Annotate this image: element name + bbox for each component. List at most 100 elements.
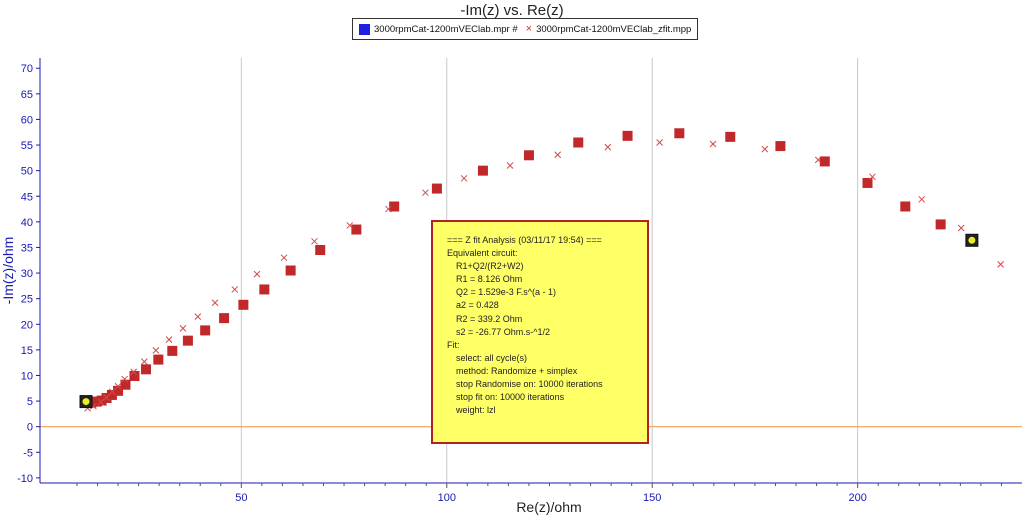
measured-point <box>153 354 164 365</box>
fit-point-stroke <box>869 173 876 181</box>
fit-point-stroke <box>97 398 105 406</box>
measured-point <box>389 201 400 212</box>
fit-point-stroke <box>385 205 392 213</box>
fit-point <box>280 254 288 262</box>
highlight-point-dot <box>82 398 90 406</box>
measured-point <box>285 265 296 276</box>
fit-point <box>130 368 138 376</box>
highlight-point <box>79 395 93 409</box>
measured-point <box>315 245 326 256</box>
measured-point <box>523 150 534 161</box>
fit-point-stroke <box>957 224 965 232</box>
fit-line: select: all cycle(s) <box>456 352 528 363</box>
measured-point <box>106 389 117 400</box>
measured-point <box>120 379 131 390</box>
fit-point-stroke <box>346 222 354 229</box>
fit-point <box>604 143 612 151</box>
legend-square-swatch <box>359 23 370 35</box>
fit-point <box>656 139 663 146</box>
fit-point-stroke <box>997 261 1004 268</box>
legend-label-fit: 3000rpmCat-1200mVEClab_zfit.mpp <box>536 23 692 35</box>
fit-point <box>869 173 876 181</box>
fit-line: R2 = 339.2 Ohm <box>456 313 523 324</box>
fit-line: method: Randomize + simplex <box>456 365 578 376</box>
fit-point <box>814 156 822 164</box>
y-tick-label: -10 <box>17 473 33 485</box>
fit-line: Q2 = 1.529e-3 F.s^(a - 1) <box>456 287 557 298</box>
measured-point <box>862 177 873 188</box>
fit-point <box>108 388 116 396</box>
fit-point <box>152 347 160 354</box>
measured-point <box>141 364 152 375</box>
y-tick-label: 70 <box>21 63 33 75</box>
fit-point-stroke <box>121 375 128 383</box>
fit-analysis-box: === Z fit Analysis (03/11/17 19:54) === … <box>431 220 649 444</box>
fit-point <box>422 189 429 197</box>
fit-point <box>141 358 148 365</box>
fit-point <box>311 237 318 245</box>
x-tick-label: 150 <box>643 492 661 504</box>
measured-point <box>167 345 178 356</box>
fit-point-stroke <box>918 195 926 203</box>
measured-point <box>113 385 124 396</box>
fit-title: === Z fit Analysis (03/11/17 19:54) === <box>447 235 602 245</box>
fit-point-stroke <box>130 368 138 376</box>
fit-point-stroke <box>165 336 173 343</box>
y-tick-label: 50 <box>21 166 33 178</box>
fit-point <box>211 299 219 307</box>
legend-x-marker: × <box>525 23 533 35</box>
measured-point <box>819 156 830 167</box>
measured-point <box>900 201 911 212</box>
fit-line: stop fit on: 10000 iterations <box>456 392 565 403</box>
fit-point-stroke <box>231 286 239 293</box>
y-tick-label: 20 <box>21 319 33 331</box>
fit-point-stroke <box>506 162 514 169</box>
fit-point <box>346 222 354 229</box>
measured-point <box>259 284 270 295</box>
fit-line: Fit: <box>447 339 460 350</box>
x-tick-label: 200 <box>848 492 866 504</box>
measured-point <box>935 219 946 230</box>
fit-point <box>761 145 769 153</box>
measured-point <box>725 131 736 142</box>
y-tick-label: 40 <box>21 217 33 229</box>
fit-point <box>709 140 717 148</box>
y-tick-label: 30 <box>21 268 33 280</box>
y-axis-label: -Im(z)/ohm <box>0 237 16 305</box>
fit-line: stop Randomise on: 10000 iterations <box>456 379 603 390</box>
measured-point <box>219 313 230 324</box>
fit-point <box>918 195 926 203</box>
chart-title: -Im(z) vs. Re(z) <box>460 2 564 19</box>
fit-point <box>460 174 468 182</box>
fit-point <box>253 270 261 278</box>
fit-point-stroke <box>253 270 261 278</box>
fit-point <box>231 286 239 293</box>
fit-point-stroke <box>604 143 612 151</box>
fit-line: R1+Q2/(R2+W2) <box>456 261 524 272</box>
y-tick-label: 60 <box>21 114 33 126</box>
legend-label-measured: 3000rpmCat-1200mVEClab.mpr # <box>374 23 518 35</box>
fit-point <box>554 151 562 159</box>
fit-point-stroke <box>761 145 769 153</box>
x-tick-label: 100 <box>438 492 456 504</box>
measured-point <box>477 165 488 176</box>
y-tick-label: -5 <box>23 447 33 459</box>
fit-point <box>506 162 514 169</box>
fit-point-stroke <box>311 237 318 245</box>
fit-point <box>179 325 187 332</box>
fit-line: weight: lzl <box>456 405 496 416</box>
y-tick-label: 45 <box>21 191 33 203</box>
highlight-point-dot <box>968 236 976 244</box>
fit-point <box>121 375 128 383</box>
measured-point <box>200 325 211 336</box>
fit-point-stroke <box>280 254 288 262</box>
measured-point <box>674 128 685 139</box>
fit-point <box>97 398 105 406</box>
y-tick-label: 15 <box>21 345 33 357</box>
fit-point-stroke <box>194 313 202 320</box>
y-tick-label: 35 <box>21 242 33 254</box>
fit-point-stroke <box>554 151 562 159</box>
fit-point-stroke <box>656 139 663 146</box>
y-tick-label: 25 <box>21 294 33 306</box>
